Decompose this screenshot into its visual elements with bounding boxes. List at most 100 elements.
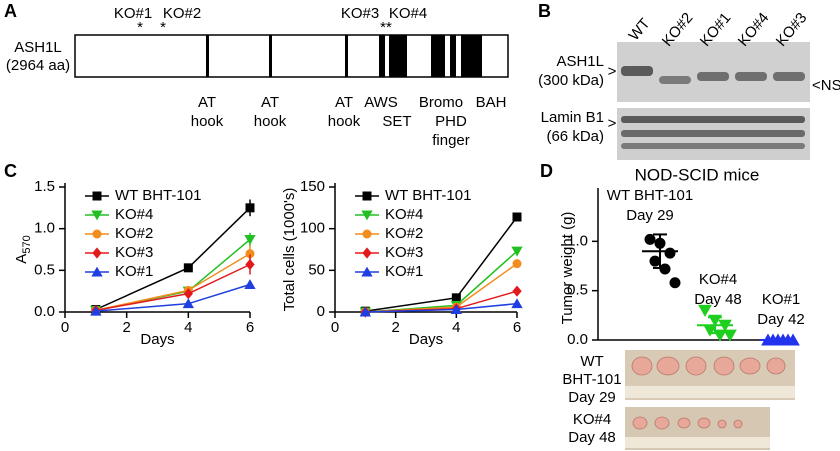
marker (512, 212, 522, 222)
label: SET (382, 113, 411, 130)
x-tick-label: 4 (452, 319, 460, 336)
label: > (608, 115, 617, 132)
marker (451, 293, 461, 303)
marker (450, 304, 462, 314)
label: ** (380, 19, 392, 36)
legend-label: KO#1 (385, 263, 423, 280)
group-label: Day 29 (626, 207, 674, 224)
legend-marker (92, 191, 102, 201)
marker (664, 247, 676, 259)
marker (183, 263, 193, 273)
y-tick-label: 150 (300, 178, 325, 195)
label: AWS (364, 94, 398, 111)
label: KO#2 (163, 5, 201, 22)
y-tick-label: 100 (300, 220, 325, 237)
legend-marker (361, 210, 373, 221)
label: WT (580, 353, 603, 370)
marker (182, 298, 194, 309)
label: finger (432, 132, 470, 149)
label: BAH (476, 94, 507, 111)
legend-marker (91, 210, 103, 221)
legend-marker (92, 229, 102, 239)
marker (244, 235, 256, 245)
marker (359, 306, 371, 317)
x-tick-label: 0 (61, 319, 69, 336)
label: AT (261, 94, 279, 111)
legend-marker (91, 266, 103, 277)
label: Bromo (419, 94, 463, 111)
marker (511, 246, 523, 257)
label: KO#1 (114, 5, 152, 22)
legend-label: KO#3 (385, 244, 423, 261)
label: ASH1L (14, 39, 62, 56)
legend-label: WT BHT-101 (115, 187, 201, 204)
label: KO#3 (341, 5, 379, 22)
label: <NS (812, 77, 840, 94)
y-tick-label: 1.5 (34, 178, 55, 195)
label: * (160, 19, 166, 36)
tumor-photos (625, 350, 795, 450)
marker (649, 255, 661, 267)
x-tick-label: 6 (513, 319, 521, 336)
marker (245, 258, 255, 271)
legend-label: KO#2 (385, 225, 423, 242)
label: (66 kDa) (546, 128, 604, 145)
label: hook (191, 113, 224, 130)
domain-blocks (206, 35, 482, 77)
marker (644, 233, 656, 245)
legend-label: KO#4 (385, 206, 423, 223)
y-axis-label-main: Total cells (1000's) (281, 188, 298, 312)
label: * (137, 19, 143, 36)
label: hook (328, 113, 361, 130)
x-tick-label: 2 (391, 319, 399, 336)
legend-label: KO#4 (115, 206, 153, 223)
y-tick-label: 0.0 (567, 331, 588, 348)
group-label: Day 48 (694, 291, 742, 308)
series-line (365, 290, 518, 313)
legend-marker (362, 229, 372, 239)
legend-label: KO#2 (115, 225, 153, 242)
group-label: Day 42 (757, 311, 805, 328)
y-tick-label: 0.5 (34, 261, 55, 278)
label: PHD (435, 113, 467, 130)
label: AT (335, 94, 353, 111)
y-axis-label-main: A (13, 254, 30, 264)
y-axis-label: Total cells (1000's) (281, 188, 298, 312)
x-tick-label: 6 (246, 319, 254, 336)
marker (723, 329, 737, 342)
legend-label: KO#3 (115, 244, 153, 261)
label: (300 kDa) (538, 72, 604, 89)
label: hook (254, 113, 287, 130)
group-label: KO#4 (699, 271, 737, 288)
x-axis-label: Days (409, 331, 443, 348)
x-tick-label: 0 (331, 319, 339, 336)
y-tick-label: 0.5 (567, 282, 588, 299)
marker (512, 259, 522, 269)
y-tick-label: 1.0 (34, 220, 55, 237)
label: WT (626, 15, 654, 44)
label: KO#4 (573, 411, 611, 428)
label: (2964 aa) (6, 57, 70, 74)
x-tick-label: 2 (122, 319, 130, 336)
label: KO#4 (389, 5, 427, 22)
legend-marker (92, 247, 102, 259)
legend-marker (362, 247, 372, 259)
x-tick-label: 4 (184, 319, 192, 336)
marker (245, 203, 255, 213)
panel-label: B (538, 1, 551, 21)
marker (669, 277, 681, 289)
marker (512, 285, 522, 297)
marker (244, 279, 256, 289)
western-blot (617, 42, 810, 160)
y-axis-label-sub: 570 (21, 235, 33, 253)
legend-marker (361, 266, 373, 277)
label: Day 48 (568, 429, 616, 446)
x-axis-label: Days (140, 331, 174, 348)
marker (511, 298, 523, 309)
marker (698, 304, 712, 317)
legend-label: KO#1 (115, 263, 153, 280)
series-line (95, 283, 251, 312)
group-label: KO#1 (762, 291, 800, 308)
label: Day 29 (568, 389, 616, 406)
